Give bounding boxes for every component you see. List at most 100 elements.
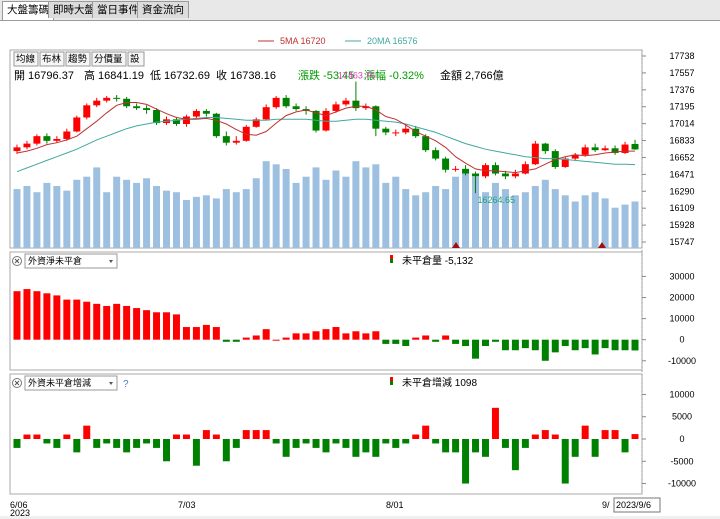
candle[interactable] [93, 97, 101, 108]
ma20-legend-label: 20MA 16576 [367, 36, 418, 46]
toolbar-button-0[interactable]: 均線 [13, 51, 39, 67]
candle[interactable] [262, 104, 270, 121]
candle-body [63, 131, 71, 139]
candle[interactable] [392, 129, 400, 137]
help-icon[interactable]: ? [123, 379, 129, 390]
oi-change-select[interactable] [24, 375, 118, 391]
candle[interactable] [252, 117, 260, 128]
volume-bar [352, 161, 360, 248]
oi-bar [232, 339, 240, 342]
candle[interactable] [83, 103, 91, 120]
candle[interactable] [282, 95, 290, 109]
candle[interactable] [103, 95, 111, 103]
candle[interactable] [63, 128, 71, 141]
candle[interactable] [172, 117, 180, 126]
volume-bar [262, 161, 270, 248]
candle[interactable] [272, 95, 280, 110]
candle[interactable] [442, 156, 450, 173]
candle[interactable] [73, 115, 81, 133]
candle[interactable] [591, 143, 599, 153]
toolbar-button-4[interactable]: 設 [127, 51, 145, 67]
oi-change-bar [601, 430, 609, 439]
oi-change-bar [551, 434, 559, 439]
date-label-4: 9/ [602, 500, 610, 510]
oi-bar [242, 337, 250, 340]
stock-chart[interactable]: 5MA 16720 20MA 16576 均線 布林 趨勢 分價量設 開 16796.… [0, 21, 720, 518]
candle[interactable] [472, 171, 480, 194]
oi-bar [591, 339, 599, 355]
oi-indicator-select[interactable] [24, 253, 118, 269]
candle[interactable] [53, 136, 61, 143]
volume-bar [551, 189, 559, 248]
oi-bar [182, 327, 190, 340]
oi-bar [631, 339, 639, 351]
candle[interactable] [561, 156, 569, 168]
candle[interactable] [531, 140, 539, 166]
candle-body [412, 128, 420, 137]
candle[interactable] [462, 165, 470, 176]
volume-bar [332, 170, 340, 248]
event-marker-1[interactable] [452, 242, 460, 248]
oi-bar [23, 289, 31, 340]
event-marker-2[interactable] [598, 242, 606, 248]
candle-body [432, 150, 440, 159]
candle[interactable] [342, 97, 350, 107]
candle[interactable] [332, 101, 340, 113]
candle[interactable] [611, 145, 619, 155]
toolbar-button-2[interactable]: 趨勢 [65, 51, 91, 67]
oi-change-bar [272, 439, 280, 444]
candle-body [372, 106, 380, 129]
candle[interactable] [192, 109, 200, 119]
candle[interactable] [402, 124, 410, 135]
oi-tick-label: 0 [679, 335, 684, 345]
oi-bar [621, 339, 629, 351]
candle[interactable] [511, 169, 519, 179]
candle[interactable] [182, 114, 190, 127]
candle[interactable] [601, 145, 609, 152]
oi-bar [551, 339, 559, 353]
tab-daily-events[interactable]: 當日事件 [92, 1, 144, 18]
candle[interactable] [133, 103, 141, 110]
volume-bar [601, 198, 609, 248]
candle[interactable] [571, 152, 579, 161]
candle[interactable] [43, 133, 51, 144]
candle[interactable] [143, 105, 151, 114]
oi-change-bar [63, 434, 71, 439]
oi-change-bar [83, 425, 91, 439]
candle[interactable] [621, 141, 629, 154]
chevron-down-icon [109, 382, 113, 385]
candle[interactable] [422, 134, 430, 153]
oi-bar [511, 339, 519, 351]
candle[interactable] [432, 147, 440, 161]
candle[interactable] [521, 161, 529, 175]
candle[interactable] [292, 103, 300, 111]
oi-bar [252, 335, 260, 340]
candle[interactable] [33, 134, 41, 146]
oi-bar [292, 333, 300, 340]
oi-bar [143, 310, 151, 340]
oi-bar [13, 291, 21, 340]
candle[interactable] [202, 109, 210, 117]
candle[interactable] [222, 131, 230, 146]
toolbar-button-1[interactable]: 布林 [39, 51, 65, 67]
candle[interactable] [13, 144, 21, 154]
date-label-1: 6/06 [10, 500, 28, 510]
candle[interactable] [232, 136, 240, 145]
toolbar-button-3[interactable]: 分價量 [91, 51, 127, 67]
candle[interactable] [212, 112, 220, 139]
volume-bar [591, 192, 599, 248]
candle[interactable] [113, 95, 121, 102]
tab-market-chips[interactable]: 大盤籌碼 [2, 1, 54, 20]
candle[interactable] [631, 139, 639, 150]
candle[interactable] [382, 126, 390, 136]
tab-fund-flow[interactable]: 資金流向 [137, 1, 189, 18]
candle[interactable] [491, 162, 499, 176]
candle[interactable] [541, 142, 549, 154]
candle-body [541, 143, 549, 152]
price-tick-label: 16471 [669, 169, 694, 179]
candle[interactable] [23, 140, 31, 150]
candle[interactable] [452, 166, 460, 172]
candle[interactable] [322, 108, 330, 132]
candle[interactable] [581, 144, 589, 157]
candle-body [561, 158, 569, 167]
